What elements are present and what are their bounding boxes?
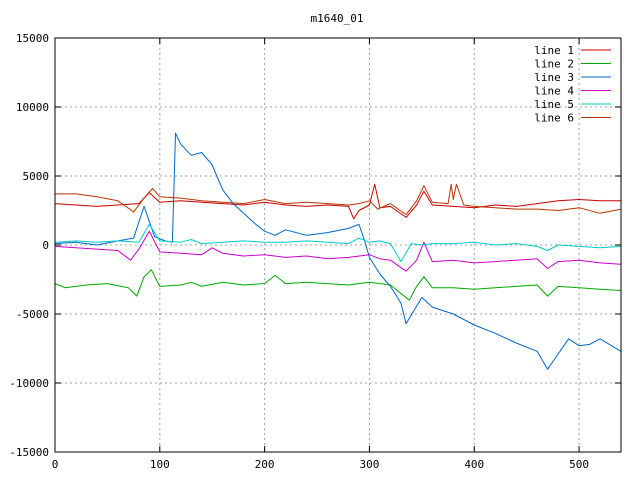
axis-ticks: 0 100 200 300 400 500 -15000 -10000 -5000 0 5000 10… [9,32,621,471]
y-tick-label: -5000 [16,308,49,321]
x-tick-label: 300 [360,458,380,471]
series-line-6 [55,183,622,216]
legend-label-6: line 6 [534,112,574,125]
x-tick-label: 200 [255,458,275,471]
legend-label-2: line 2 [534,58,574,71]
y-tick-label: 15000 [16,32,49,45]
series-line-4 [54,230,622,272]
y-tick-label: -10000 [9,377,49,390]
y-tick-label: -15000 [9,446,49,459]
x-tick-label: 0 [52,458,59,471]
y-tick-label: 0 [42,239,49,252]
legend-label-1: line 1 [534,44,574,57]
x-tick-label: 100 [150,458,170,471]
x-tick-label: 500 [569,458,589,471]
series-line-2 [54,269,622,301]
series-layer [54,132,622,370]
x-tick-label: 400 [464,458,484,471]
y-tick-label: 10000 [16,101,49,114]
legend-label-4: line 4 [534,85,574,98]
chart-title: m1640_01 [311,12,364,25]
legend-label-5: line 5 [534,98,574,111]
series-line-1 [54,183,621,220]
y-tick-label: 5000 [23,170,50,183]
legend-label-3: line 3 [534,71,574,84]
series-line-5 [54,223,622,263]
series-line-3 [54,132,622,370]
